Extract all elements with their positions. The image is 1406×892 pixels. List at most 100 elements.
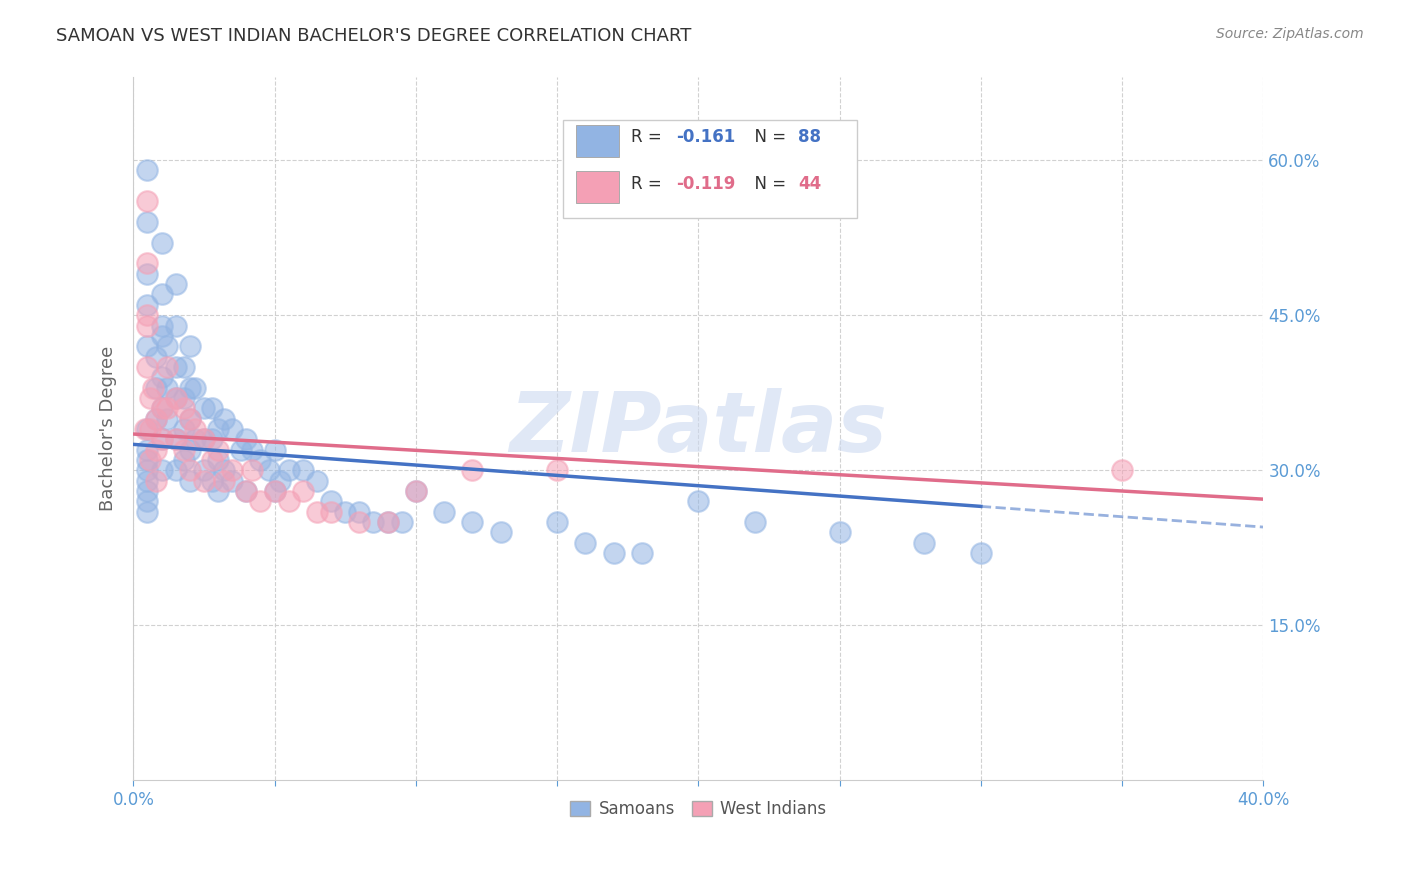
Point [136, 215, 159, 229]
Point [405, 483, 427, 498]
Point [165, 432, 187, 446]
Point [139, 422, 162, 436]
Point [173, 401, 195, 416]
Point [828, 525, 851, 540]
Point [179, 411, 201, 425]
Point [173, 442, 195, 457]
FancyBboxPatch shape [562, 120, 856, 218]
Point [291, 463, 314, 477]
Point [179, 442, 201, 457]
Point [207, 483, 229, 498]
Point [136, 422, 159, 436]
Point [1111, 463, 1133, 477]
Point [744, 515, 766, 529]
Point [165, 391, 187, 405]
Point [165, 318, 187, 333]
Point [240, 442, 263, 457]
Point [201, 474, 224, 488]
Point [179, 463, 201, 477]
Point [319, 494, 342, 508]
Point [377, 515, 399, 529]
Point [363, 515, 385, 529]
Text: 44: 44 [797, 175, 821, 193]
Point [136, 453, 159, 467]
Point [263, 483, 285, 498]
Point [193, 474, 215, 488]
Point [136, 483, 159, 498]
Text: R =: R = [630, 128, 666, 146]
Point [173, 391, 195, 405]
Point [136, 308, 159, 322]
Point [212, 411, 235, 425]
Point [305, 474, 328, 488]
Point [150, 235, 173, 250]
Point [319, 504, 342, 518]
Point [263, 442, 285, 457]
Point [212, 474, 235, 488]
Point [179, 380, 201, 394]
Point [193, 432, 215, 446]
Point [134, 422, 156, 436]
Point [165, 391, 187, 405]
Point [269, 474, 291, 488]
Point [193, 463, 215, 477]
Point [291, 483, 314, 498]
Point [150, 370, 173, 384]
Point [688, 494, 710, 508]
Point [179, 411, 201, 425]
Point [305, 504, 328, 518]
Point [489, 525, 512, 540]
Point [184, 432, 207, 446]
Point [156, 380, 179, 394]
Point [150, 463, 173, 477]
Point [150, 287, 173, 301]
Point [240, 463, 263, 477]
Point [207, 442, 229, 457]
Point [630, 546, 652, 560]
Point [546, 463, 568, 477]
Point [546, 515, 568, 529]
Point [145, 411, 167, 425]
Point [156, 339, 179, 353]
Point [235, 432, 257, 446]
Point [201, 432, 224, 446]
Point [165, 277, 187, 292]
Point [461, 515, 484, 529]
Point [136, 256, 159, 270]
Text: R =: R = [630, 175, 666, 193]
Point [391, 515, 413, 529]
Point [201, 401, 224, 416]
Point [136, 267, 159, 281]
Text: N =: N = [744, 175, 792, 193]
Point [156, 411, 179, 425]
Point [277, 494, 299, 508]
Point [184, 380, 207, 394]
Point [150, 318, 173, 333]
Point [156, 401, 179, 416]
Point [136, 359, 159, 374]
Point [173, 359, 195, 374]
Point [249, 494, 271, 508]
Point [970, 546, 993, 560]
Point [145, 411, 167, 425]
Text: N =: N = [744, 128, 792, 146]
Point [150, 432, 173, 446]
Point [277, 463, 299, 477]
Point [156, 359, 179, 374]
Point [136, 474, 159, 488]
Legend: Samoans, West Indians: Samoans, West Indians [564, 793, 832, 825]
Point [165, 359, 187, 374]
Point [212, 463, 235, 477]
Point [139, 453, 162, 467]
Point [165, 463, 187, 477]
Point [349, 515, 371, 529]
Point [335, 504, 357, 518]
Point [461, 463, 484, 477]
Point [136, 298, 159, 312]
Point [136, 339, 159, 353]
Point [179, 339, 201, 353]
Point [145, 350, 167, 364]
Point [207, 453, 229, 467]
Point [136, 194, 159, 209]
Point [433, 504, 456, 518]
